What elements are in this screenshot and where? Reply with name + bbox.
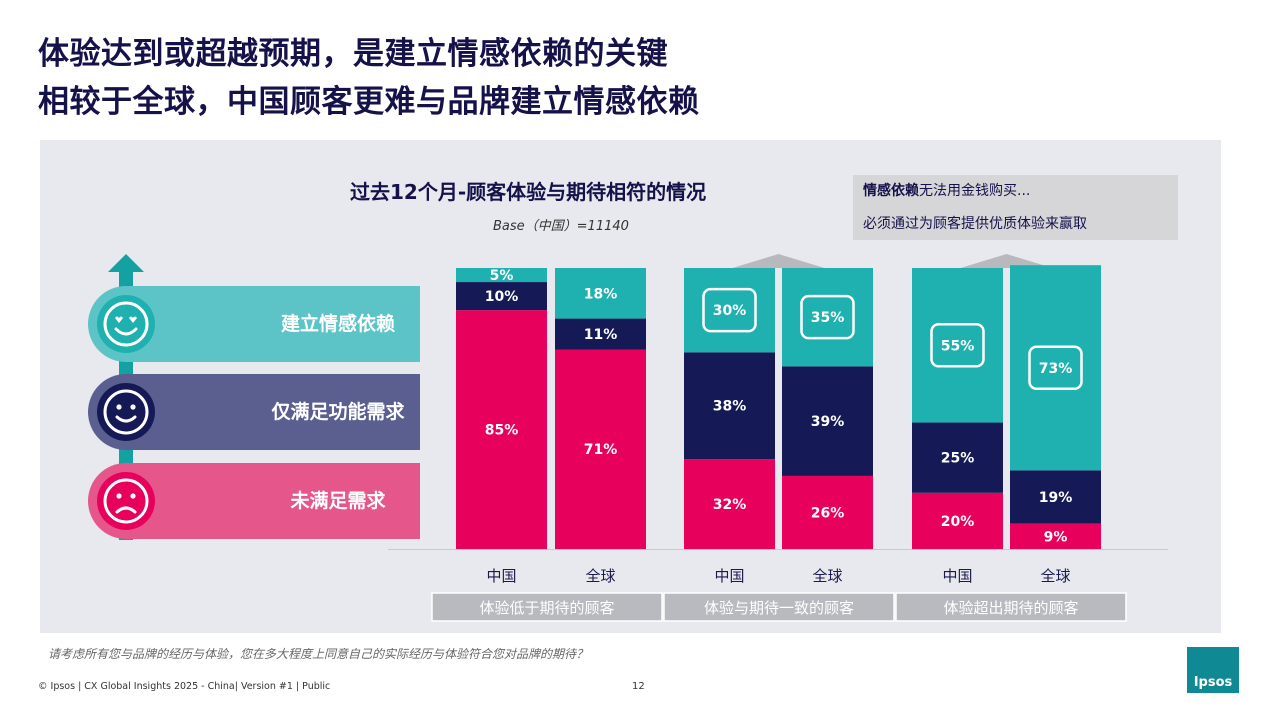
emotional-attachment-note: 情感依赖无法用金钱购买... 必须通过为顾客提供优质体验来赢取	[853, 175, 1178, 240]
group-label: 体验低于期待的顾客	[479, 599, 614, 617]
data-label: 18%	[584, 286, 618, 302]
data-label-box	[800, 294, 855, 340]
data-label: 5%	[490, 268, 514, 284]
logo-text: Ipsos	[1193, 675, 1233, 690]
group-label: 体验超出期待的顾客	[943, 599, 1078, 617]
bar-segment	[684, 459, 775, 549]
data-label: 71%	[584, 442, 618, 458]
group-label: 体验与期待一致的顾客	[704, 599, 854, 617]
bar-segment	[1010, 265, 1101, 471]
page-title-line-2: 相较于全球，中国顾客更难与品牌建立情感依赖	[38, 84, 700, 120]
chart-base-size: Base（中国）=11140	[493, 219, 629, 234]
legend-arrow-head	[108, 254, 144, 272]
group-connector-caret	[732, 254, 825, 268]
smile-icon	[97, 383, 155, 441]
note-line-1: 情感依赖无法用金钱购买...	[863, 180, 1030, 200]
bar-segment	[782, 268, 873, 367]
bar-segment	[912, 268, 1003, 423]
bar-segment	[555, 349, 646, 549]
group-label-bar	[663, 592, 895, 622]
note-line-2: 必须通过为顾客提供优质体验来赢取	[863, 216, 1087, 232]
bar-segment	[684, 352, 775, 460]
bar-segment	[912, 422, 1003, 493]
data-label: 55%	[941, 338, 975, 354]
data-label: 32%	[713, 497, 747, 513]
data-label-box	[1028, 345, 1083, 391]
note-line-1-rest: 无法用金钱购买...	[919, 183, 1031, 199]
bar-segment	[782, 366, 873, 476]
legend-unmet-needs: 未满足需求	[88, 463, 420, 539]
data-label: 35%	[811, 310, 845, 326]
bar-segment	[912, 492, 1003, 549]
frown-icon	[97, 472, 155, 530]
legend-label-unmet: 未满足需求	[290, 490, 386, 512]
data-label: 39%	[811, 414, 845, 430]
data-label-box	[930, 323, 985, 368]
bar-segment	[1010, 470, 1101, 524]
copyright-footer: © Ipsos | CX Global Insights 2025 - Chin…	[38, 681, 331, 692]
bar-segment	[456, 310, 547, 549]
legend-emotional-attachment: 建立情感依赖	[88, 286, 420, 362]
bar-segment	[555, 318, 646, 350]
survey-question-footnote: 请考虑所有您与品牌的经历与体验，您在多大程度上同意自己的实际经历与体验符合您对品…	[48, 647, 589, 661]
page-number: 12	[632, 681, 645, 692]
note-bold-term: 情感依赖	[863, 183, 919, 199]
x-tick-label: 中国	[714, 567, 744, 585]
group-label-bar	[895, 592, 1127, 622]
data-label: 73%	[1039, 361, 1073, 377]
page-title-line-1: 体验达到或超越预期，是建立情感依赖的关键	[38, 36, 668, 72]
group-label-bar	[431, 592, 663, 622]
data-label: 20%	[941, 514, 975, 530]
group-connector-caret	[960, 254, 1053, 268]
data-label: 38%	[713, 399, 747, 415]
ipsos-logo: Ipsos	[1187, 647, 1239, 693]
legend-label-emotional: 建立情感依赖	[280, 313, 395, 335]
bar-segment	[456, 268, 547, 283]
data-label: 9%	[1044, 529, 1068, 545]
bar-segment	[684, 268, 775, 353]
bar-segment	[555, 268, 646, 319]
data-label: 11%	[584, 327, 618, 343]
x-tick-label: 中国	[942, 567, 972, 585]
legend-label-functional: 仅满足功能需求	[271, 401, 405, 423]
x-tick-label: 全球	[812, 567, 842, 585]
data-label-box	[702, 287, 757, 333]
data-label: 10%	[485, 289, 519, 305]
x-tick-label: 中国	[486, 567, 516, 585]
data-label: 85%	[485, 423, 519, 439]
data-label: 25%	[941, 451, 975, 467]
bar-segment	[782, 475, 873, 549]
bar-segment	[1010, 523, 1101, 549]
legend-functional-needs: 仅满足功能需求	[88, 374, 420, 450]
data-label: 30%	[713, 303, 747, 319]
bar-segment	[456, 282, 547, 311]
heart-eyes-smile-icon	[97, 295, 155, 353]
x-tick-label: 全球	[585, 567, 615, 585]
x-tick-label: 全球	[1040, 567, 1070, 585]
chart-title: 过去12个月-顾客体验与期待相符的情况	[350, 180, 707, 204]
data-label: 26%	[811, 505, 845, 521]
data-label: 19%	[1039, 490, 1073, 506]
